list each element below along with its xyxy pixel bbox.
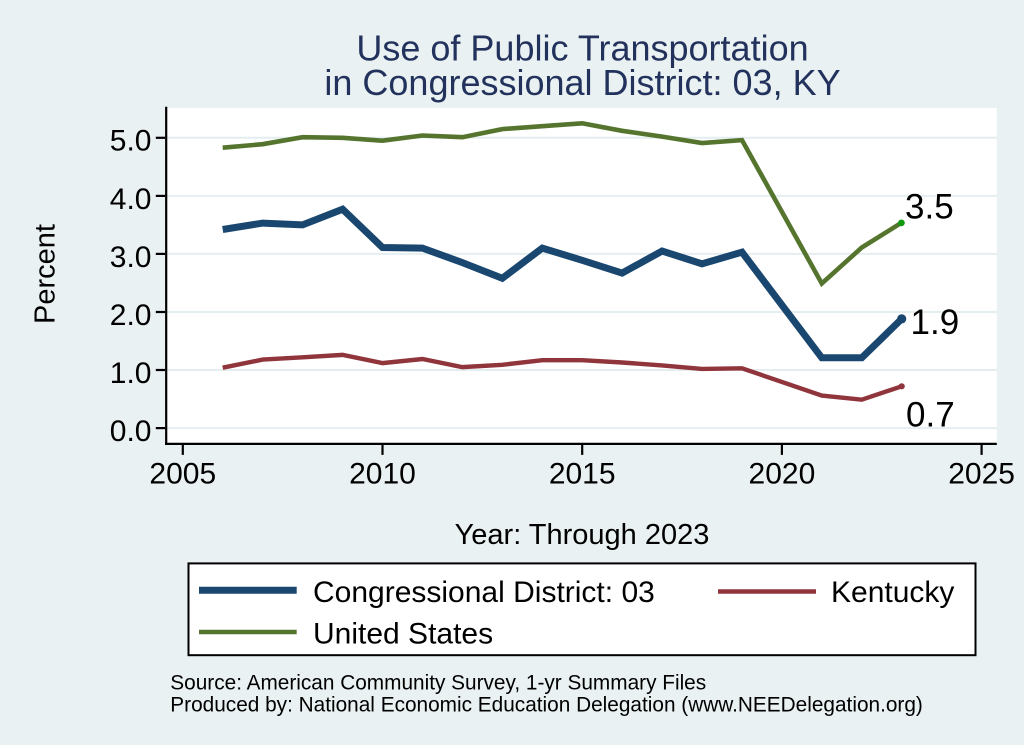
svg-text:2025: 2025 (948, 458, 1015, 491)
svg-text:in Congressional District: 03,: in Congressional District: 03, KY (324, 62, 840, 103)
svg-text:Percent: Percent (30, 224, 62, 324)
svg-text:United States: United States (313, 617, 493, 650)
svg-text:2010: 2010 (349, 458, 416, 491)
svg-text:2005: 2005 (149, 458, 216, 491)
svg-text:2.0: 2.0 (110, 299, 152, 332)
svg-text:2020: 2020 (749, 458, 816, 491)
svg-text:3.5: 3.5 (905, 188, 954, 227)
svg-text:Produced by: National Economic: Produced by: National Economic Education… (170, 693, 923, 716)
svg-text:4.0: 4.0 (110, 183, 152, 216)
svg-text:Source: American Community Sur: Source: American Community Survey, 1-yr … (170, 672, 706, 695)
svg-text:3.0: 3.0 (110, 241, 152, 274)
svg-text:1.0: 1.0 (110, 357, 152, 390)
svg-text:Kentucky: Kentucky (831, 576, 954, 609)
svg-text:Use of Public Transportation: Use of Public Transportation (356, 27, 808, 68)
svg-text:Congressional District: 03: Congressional District: 03 (313, 576, 655, 609)
svg-text:1.9: 1.9 (911, 303, 960, 342)
svg-text:Year: Through 2023: Year: Through 2023 (455, 519, 710, 551)
svg-text:0.0: 0.0 (110, 415, 152, 448)
svg-text:5.0: 5.0 (110, 125, 152, 158)
svg-text:0.7: 0.7 (906, 396, 955, 435)
svg-text:2015: 2015 (549, 458, 616, 491)
